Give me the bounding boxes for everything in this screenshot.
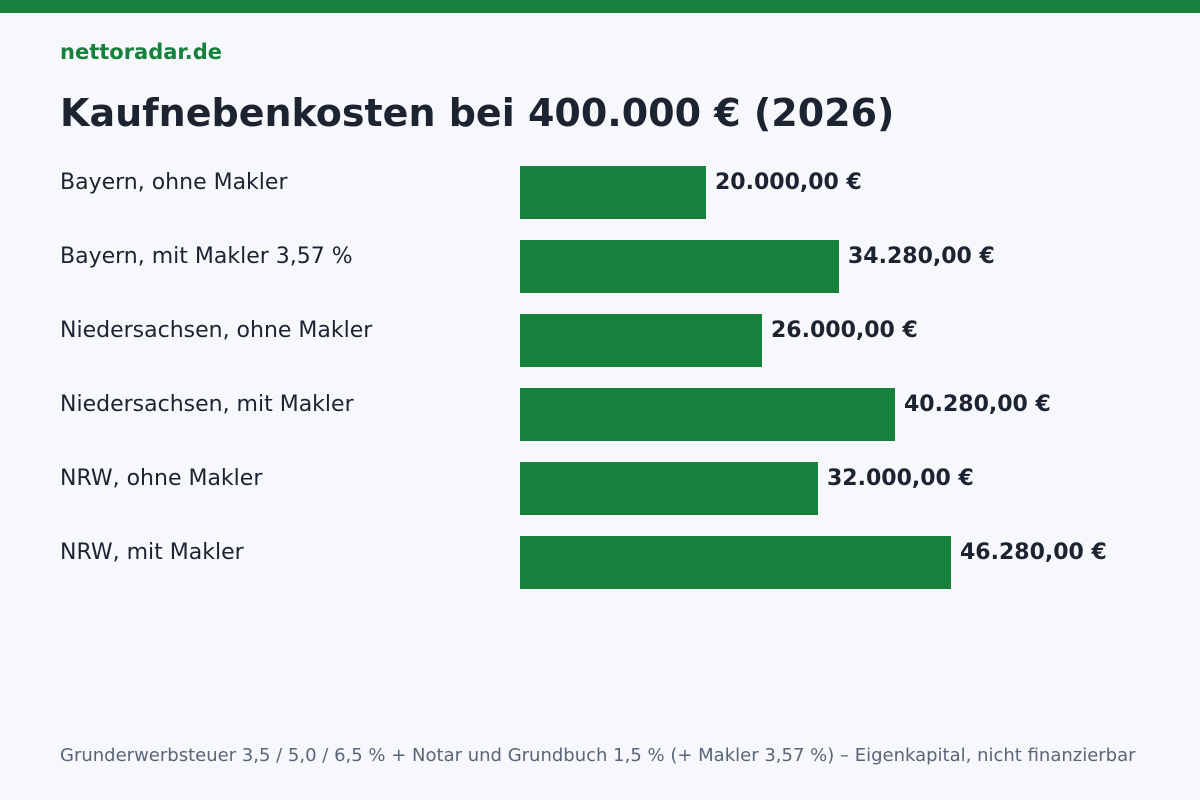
category-label: NRW, mit Makler <box>60 540 244 565</box>
footnote: Grunderwerbsteuer 3,5 / 5,0 / 6,5 % + No… <box>60 745 1136 766</box>
value-label: 40.280,00 € <box>904 392 1051 417</box>
category-label: Bayern, ohne Makler <box>60 170 288 195</box>
chart-title: Kaufnebenkosten bei 400.000 € (2026) <box>60 91 895 135</box>
bar-row: Niedersachsen, mit Makler 40.280,00 € <box>0 388 1200 441</box>
bar <box>520 314 762 367</box>
category-label: Bayern, mit Makler 3,57 % <box>60 244 353 269</box>
value-label: 46.280,00 € <box>960 540 1107 565</box>
category-label: Niedersachsen, ohne Makler <box>60 318 373 343</box>
category-label: NRW, ohne Makler <box>60 466 263 491</box>
value-label: 34.280,00 € <box>848 244 995 269</box>
bar-row: NRW, mit Makler 46.280,00 € <box>0 536 1200 589</box>
brand-logo[interactable]: nettoradar.de <box>60 40 223 64</box>
category-label: Niedersachsen, mit Makler <box>60 392 354 417</box>
top-accent-bar <box>0 0 1200 13</box>
bar <box>520 240 839 293</box>
bar-row: Bayern, ohne Makler 20.000,00 € <box>0 166 1200 219</box>
bar-row: Bayern, mit Makler 3,57 % 34.280,00 € <box>0 240 1200 293</box>
bar-row: NRW, ohne Makler 32.000,00 € <box>0 462 1200 515</box>
bar <box>520 166 706 219</box>
bar <box>520 462 818 515</box>
value-label: 20.000,00 € <box>715 170 862 195</box>
bar-row: Niedersachsen, ohne Makler 26.000,00 € <box>0 314 1200 367</box>
bar <box>520 388 895 441</box>
value-label: 26.000,00 € <box>771 318 918 343</box>
bar <box>520 536 951 589</box>
value-label: 32.000,00 € <box>827 466 974 491</box>
